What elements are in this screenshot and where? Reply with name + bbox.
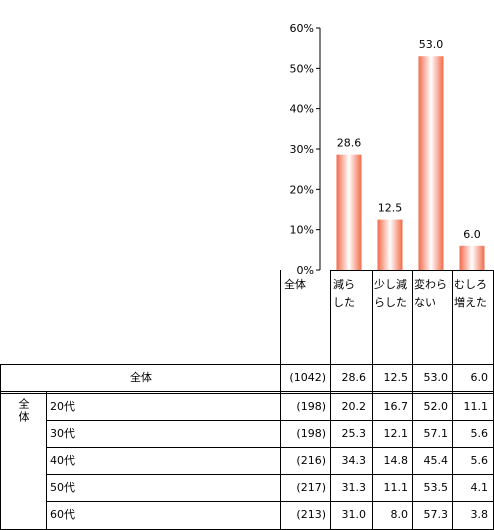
row-label: 30代 bbox=[50, 427, 75, 440]
header-col-2: 少し減 らした bbox=[374, 278, 407, 309]
row-value: 57.3 bbox=[423, 508, 449, 521]
y-tick-label: 10% bbox=[290, 224, 314, 237]
bar-value-label: 12.5 bbox=[378, 202, 403, 215]
group-label: 全体 bbox=[17, 398, 30, 424]
row-value: 31.0 bbox=[341, 508, 367, 521]
header-col-4: むしろ 増えた bbox=[454, 278, 487, 309]
bar bbox=[418, 56, 444, 270]
row-n: (198) bbox=[296, 427, 326, 440]
row-n: (198) bbox=[296, 400, 326, 413]
y-axis: 0% 10% 20% 30% 40% 50% 60% bbox=[290, 22, 321, 275]
row-value: 20.2 bbox=[341, 400, 367, 413]
bars bbox=[336, 56, 485, 270]
total-row-value-3: 53.0 bbox=[423, 371, 449, 384]
y-tick-label: 60% bbox=[290, 22, 314, 35]
bar-chart: 0% 10% 20% 30% 40% 50% 60% 28.6 12.5 53.0 6.0 bbox=[290, 22, 485, 275]
bar bbox=[459, 245, 485, 270]
row-value: 3.8 bbox=[470, 508, 489, 521]
row-label: 20代 bbox=[50, 400, 75, 413]
row-label: 60代 bbox=[50, 508, 75, 521]
header-col-1: 減ら した bbox=[333, 278, 355, 309]
y-tick-label: 40% bbox=[290, 103, 314, 116]
total-row-n: (1042) bbox=[289, 371, 326, 384]
bar-value-label: 28.6 bbox=[337, 137, 362, 150]
row-value: 4.1 bbox=[470, 481, 489, 494]
bar-value-label: 53.0 bbox=[419, 38, 444, 51]
row-value: 5.6 bbox=[470, 454, 489, 467]
value-labels: 28.6 12.5 53.0 6.0 bbox=[337, 38, 481, 241]
row-n: (213) bbox=[296, 508, 326, 521]
row-value: 52.0 bbox=[423, 400, 449, 413]
row-label: 50代 bbox=[50, 481, 75, 494]
row-value: 11.1 bbox=[463, 400, 489, 413]
header-col-3: 変わら ない bbox=[414, 278, 447, 309]
row-value: 31.3 bbox=[341, 481, 367, 494]
row-value: 12.1 bbox=[383, 427, 409, 440]
y-tick-label: 30% bbox=[290, 143, 314, 156]
row-value: 8.0 bbox=[390, 508, 409, 521]
row-value: 53.5 bbox=[423, 481, 449, 494]
row-value: 11.1 bbox=[383, 481, 409, 494]
bar-value-label: 6.0 bbox=[463, 228, 481, 241]
row-n: (217) bbox=[296, 481, 326, 494]
header-total: 全体 bbox=[284, 278, 306, 291]
bar bbox=[377, 219, 403, 270]
bar bbox=[336, 154, 362, 270]
total-row-value-1: 28.6 bbox=[341, 371, 367, 384]
row-value: 16.7 bbox=[383, 400, 409, 413]
y-tick-label: 0% bbox=[297, 264, 314, 275]
row-value: 14.8 bbox=[383, 454, 409, 467]
row-value: 45.4 bbox=[423, 454, 449, 467]
total-row-value-4: 6.0 bbox=[470, 371, 489, 384]
row-n: (216) bbox=[296, 454, 326, 467]
row-value: 34.3 bbox=[341, 454, 367, 467]
row-label: 40代 bbox=[50, 454, 75, 467]
row-value: 25.3 bbox=[341, 427, 367, 440]
total-row-value-2: 12.5 bbox=[383, 371, 409, 384]
total-row-label: 全体 bbox=[130, 371, 152, 384]
row-value: 57.1 bbox=[423, 427, 449, 440]
y-tick-label: 20% bbox=[290, 183, 314, 196]
row-value: 5.6 bbox=[470, 427, 489, 440]
y-tick-label: 50% bbox=[290, 62, 314, 75]
